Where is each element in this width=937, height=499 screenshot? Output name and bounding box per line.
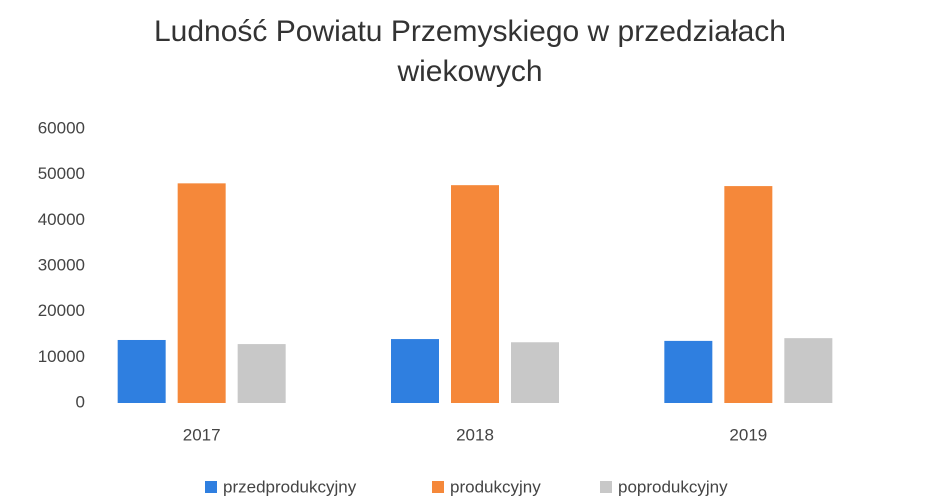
chart-title: Ludność Powiatu Przemyskiego w przedział… (154, 15, 786, 88)
bar (511, 342, 559, 403)
bar (724, 186, 773, 403)
y-tick-label: 0 (76, 392, 85, 411)
bar (177, 183, 226, 403)
x-tick-label: 2018 (456, 425, 494, 444)
bar (391, 339, 439, 403)
y-tick-label: 30000 (38, 255, 85, 274)
legend-swatch (432, 481, 444, 493)
legend-swatch (205, 481, 217, 493)
x-tick-label: 2019 (729, 425, 767, 444)
bar (784, 338, 833, 403)
y-tick-label: 40000 (38, 210, 85, 229)
y-tick-label: 20000 (38, 301, 85, 320)
legend-label: produkcyjny (450, 477, 541, 496)
bar (664, 340, 713, 403)
bar (451, 185, 499, 403)
legend-label: przedprodukcyjny (223, 477, 357, 496)
y-tick-label: 60000 (38, 118, 85, 137)
x-tick-label: 2017 (183, 425, 221, 444)
y-tick-label: 50000 (38, 164, 85, 183)
legend-label: poprodukcyjny (618, 477, 728, 496)
y-tick-label: 10000 (38, 347, 85, 366)
legend-swatch (600, 481, 612, 493)
bar (117, 339, 166, 403)
bar (237, 344, 286, 403)
